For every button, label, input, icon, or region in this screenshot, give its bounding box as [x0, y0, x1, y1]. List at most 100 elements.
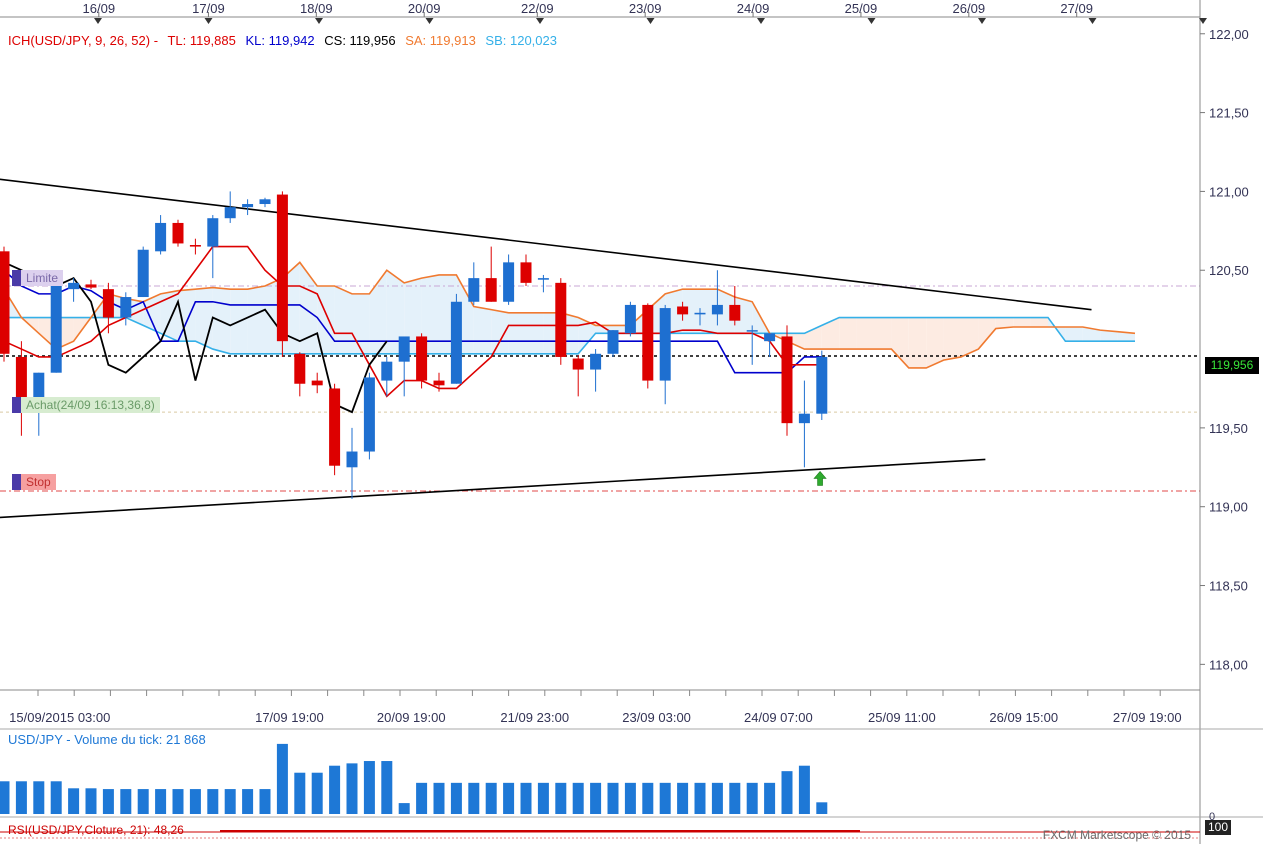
- candle[interactable]: [120, 292, 132, 326]
- senkou-span-b-line: [4, 316, 1135, 355]
- cloud-segment: [1013, 317, 1031, 327]
- candle[interactable]: [207, 215, 219, 279]
- volume-bar: [50, 781, 62, 814]
- entry-order-tag[interactable]: Achat(24/09 16:13,36,8): [12, 397, 160, 413]
- cloud-segment: [874, 317, 892, 350]
- x-tick-label-bottom: 21/09 23:00: [500, 710, 569, 725]
- candle-body: [503, 262, 515, 302]
- cloud-segment: [473, 306, 492, 354]
- candle[interactable]: [711, 270, 723, 326]
- candle[interactable]: [0, 246, 10, 362]
- volume-bar: [520, 782, 532, 814]
- candle-body: [294, 353, 306, 384]
- candle[interactable]: [85, 279, 97, 290]
- candle[interactable]: [468, 262, 480, 305]
- candle[interactable]: [50, 286, 62, 373]
- candle[interactable]: [642, 303, 654, 389]
- candle[interactable]: [798, 380, 810, 468]
- candle[interactable]: [363, 372, 375, 460]
- cloud-segment: [1030, 317, 1048, 327]
- candle[interactable]: [294, 352, 306, 397]
- candle-body: [537, 278, 549, 280]
- candle[interactable]: [102, 282, 114, 334]
- candle[interactable]: [659, 304, 671, 405]
- candle[interactable]: [416, 333, 428, 389]
- candle-body: [276, 194, 288, 342]
- volume-axis-zero: 0: [1209, 811, 1215, 823]
- candle[interactable]: [15, 341, 27, 436]
- candle-body: [642, 304, 654, 381]
- candle[interactable]: [503, 254, 515, 305]
- candle[interactable]: [450, 293, 462, 384]
- candle-body: [659, 308, 671, 381]
- candle[interactable]: [537, 274, 549, 293]
- candle[interactable]: [155, 215, 167, 255]
- candle[interactable]: [624, 301, 636, 337]
- volume-bar: [33, 781, 45, 814]
- x-tick-label-top: 25/09: [845, 1, 878, 16]
- volume-bar: [450, 782, 462, 814]
- candle[interactable]: [764, 333, 776, 357]
- candle[interactable]: [381, 356, 393, 397]
- day-marker-triangle: [1199, 18, 1207, 24]
- candle[interactable]: [398, 336, 410, 397]
- candle[interactable]: [242, 199, 254, 216]
- cloud-segment: [491, 309, 509, 354]
- volume-bar: [0, 781, 10, 814]
- trendlines[interactable]: [0, 178, 1092, 519]
- candle[interactable]: [311, 372, 323, 394]
- candle[interactable]: [224, 191, 236, 223]
- candle-body: [520, 262, 532, 283]
- candle[interactable]: [781, 325, 793, 436]
- volume-bar: [798, 765, 810, 814]
- x-tick-label-bottom: 20/09 19:00: [377, 710, 446, 725]
- volume-bar: [555, 782, 567, 814]
- candle-body: [764, 333, 776, 342]
- candle[interactable]: [816, 350, 828, 420]
- candle[interactable]: [520, 254, 532, 286]
- candle[interactable]: [259, 197, 271, 208]
- limit-order-tag[interactable]: Limite: [12, 270, 64, 286]
- candle[interactable]: [572, 355, 584, 397]
- ichimoku-cloud: [4, 262, 1135, 368]
- candle[interactable]: [433, 372, 445, 392]
- candle[interactable]: [485, 246, 497, 302]
- trendline-upper[interactable]: [0, 178, 1092, 311]
- volume-bar: [15, 781, 27, 814]
- volume-bar: [468, 782, 480, 814]
- day-marker-triangle: [646, 18, 655, 24]
- candle-body: [781, 336, 793, 424]
- candle[interactable]: [590, 349, 602, 392]
- stop-order-tag[interactable]: Stop: [12, 474, 56, 490]
- volume-bar: [381, 761, 393, 814]
- y-tick-label: 118,00: [1209, 657, 1248, 672]
- candlestick-series[interactable]: [0, 191, 828, 499]
- candle[interactable]: [276, 191, 288, 357]
- cloud-segment: [386, 270, 405, 354]
- candle[interactable]: [189, 238, 201, 255]
- trendline-lower[interactable]: [0, 458, 986, 519]
- candle-body: [677, 306, 689, 315]
- volume-bar: [207, 789, 219, 814]
- candle-body: [624, 304, 636, 334]
- candle[interactable]: [555, 278, 567, 365]
- candle[interactable]: [172, 219, 184, 247]
- candle[interactable]: [729, 286, 741, 326]
- candle-body: [694, 312, 706, 315]
- candle[interactable]: [694, 308, 706, 326]
- candle[interactable]: [329, 383, 341, 476]
- volume-bar: [68, 788, 80, 814]
- volume-bar: [433, 782, 445, 814]
- candle-body: [711, 304, 723, 315]
- candle[interactable]: [68, 278, 80, 302]
- candle-body: [68, 282, 80, 290]
- volume-bar: [781, 771, 793, 814]
- candle[interactable]: [677, 301, 689, 321]
- candle[interactable]: [137, 246, 149, 298]
- candle[interactable]: [746, 325, 758, 365]
- volume-bar: [624, 782, 636, 814]
- y-tick-label: 121,50: [1209, 106, 1249, 121]
- day-marker-triangle: [94, 18, 102, 24]
- candle[interactable]: [607, 330, 619, 357]
- candle[interactable]: [346, 427, 358, 499]
